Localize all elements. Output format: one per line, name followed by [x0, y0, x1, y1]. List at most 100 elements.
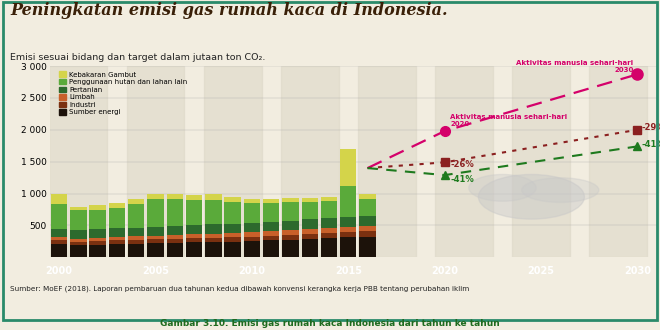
Bar	[147, 227, 164, 236]
Bar	[263, 221, 279, 231]
Bar	[224, 237, 241, 242]
Bar	[224, 202, 241, 224]
Text: -29%: -29%	[642, 123, 660, 132]
Bar	[263, 231, 279, 236]
Bar	[186, 200, 202, 225]
Bar	[358, 66, 416, 257]
Bar	[90, 245, 106, 257]
Bar	[51, 194, 67, 205]
Bar	[166, 194, 183, 199]
Bar	[359, 194, 376, 199]
Bar	[147, 236, 164, 240]
Bar	[128, 244, 145, 257]
Bar	[166, 226, 183, 235]
Bar	[51, 229, 67, 237]
Bar	[244, 203, 260, 223]
Bar	[147, 199, 164, 227]
Bar	[51, 205, 67, 229]
Bar	[70, 242, 86, 245]
Bar	[340, 186, 356, 217]
Bar	[340, 217, 356, 227]
Bar	[147, 243, 164, 257]
Bar	[109, 208, 125, 228]
Bar	[263, 203, 279, 221]
Bar	[186, 195, 202, 200]
Bar	[359, 216, 376, 226]
Bar	[186, 225, 202, 234]
Text: 2000: 2000	[46, 266, 73, 276]
Text: 2015: 2015	[335, 266, 362, 276]
Bar	[321, 238, 337, 257]
Legend: Kebakaran Gambut, Penggunaan hutan dan lahan lain, Pertanian, Limbah, Industri, : Kebakaran Gambut, Penggunaan hutan dan l…	[59, 71, 187, 116]
Bar	[359, 226, 376, 231]
Ellipse shape	[478, 175, 584, 219]
Bar	[166, 235, 183, 239]
Text: -41%: -41%	[642, 140, 660, 149]
Bar	[280, 66, 339, 257]
Text: 2025: 2025	[527, 266, 554, 276]
Bar	[109, 244, 125, 257]
Bar	[282, 220, 298, 230]
Bar	[166, 239, 183, 243]
Bar	[51, 241, 67, 244]
Bar	[282, 202, 298, 220]
Bar	[321, 228, 337, 233]
Bar	[90, 238, 106, 241]
Bar	[359, 199, 376, 216]
Bar	[224, 233, 241, 237]
Text: 2010: 2010	[238, 266, 265, 276]
Bar	[127, 66, 184, 257]
Bar	[359, 237, 376, 257]
Bar	[70, 245, 86, 257]
Bar	[128, 204, 145, 228]
Bar	[321, 233, 337, 238]
Bar	[302, 219, 318, 229]
Bar	[244, 199, 260, 203]
Bar	[302, 239, 318, 257]
Text: Peningkatan emisi gas rumah kaca di Indonesia.: Peningkatan emisi gas rumah kaca di Indo…	[10, 2, 447, 19]
Bar	[263, 199, 279, 203]
Bar	[244, 232, 260, 237]
Bar	[166, 243, 183, 257]
Text: -26%: -26%	[450, 160, 474, 169]
Bar	[263, 236, 279, 240]
Bar	[109, 203, 125, 208]
Text: 2005: 2005	[142, 266, 169, 276]
Bar	[70, 207, 86, 210]
Bar	[302, 202, 318, 219]
Bar	[205, 234, 222, 238]
Ellipse shape	[522, 178, 599, 202]
Bar	[224, 197, 241, 202]
Bar	[224, 224, 241, 233]
Bar	[205, 238, 222, 242]
Bar	[244, 241, 260, 257]
Bar	[50, 66, 108, 257]
Bar	[205, 194, 222, 200]
Bar	[109, 237, 125, 240]
Bar	[90, 205, 106, 210]
Bar	[282, 198, 298, 202]
Bar	[302, 229, 318, 234]
Bar	[435, 66, 493, 257]
Bar	[90, 210, 106, 229]
Bar	[302, 234, 318, 239]
Bar	[70, 230, 86, 239]
Ellipse shape	[469, 175, 536, 201]
Bar	[244, 223, 260, 232]
Bar	[302, 198, 318, 202]
Bar	[205, 242, 222, 257]
Bar	[224, 242, 241, 257]
Bar	[186, 238, 202, 243]
Text: Aktivitas manusia sehari-hari
2030: Aktivitas manusia sehari-hari 2030	[516, 60, 634, 73]
Bar	[128, 228, 145, 237]
Bar	[282, 235, 298, 240]
Bar	[244, 237, 260, 241]
Bar	[282, 230, 298, 235]
Text: Sumber: MoEF (2018). Laporan pembaruan dua tahunan kedua dibawah konvensi kerang: Sumber: MoEF (2018). Laporan pembaruan d…	[10, 285, 469, 292]
Bar	[205, 200, 222, 224]
Bar	[70, 210, 86, 230]
Bar	[589, 66, 647, 257]
Text: 2030: 2030	[624, 266, 651, 276]
Bar	[147, 194, 164, 199]
Bar	[321, 197, 337, 201]
